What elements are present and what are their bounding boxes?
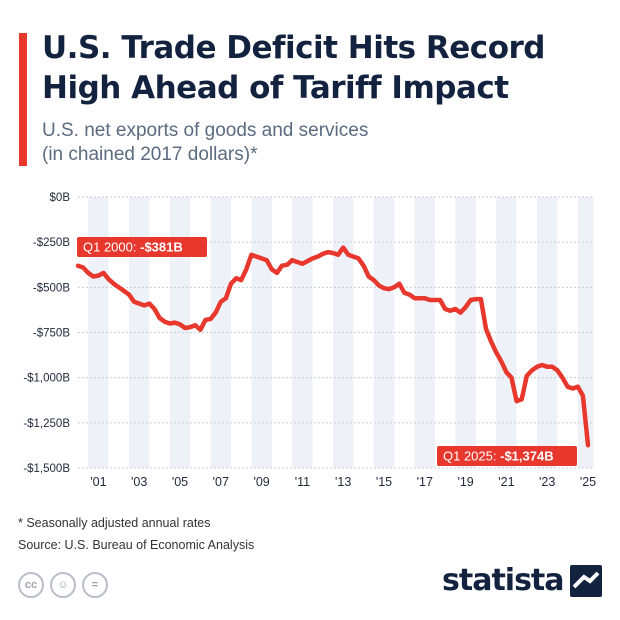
annotation-label: Q1 2000: -$381B — [83, 240, 183, 255]
footnote: * Seasonally adjusted annual rates — [18, 516, 211, 530]
y-tick-label: -$500B — [33, 282, 70, 294]
x-tick-label: '25 — [580, 475, 596, 489]
net-exports-line — [75, 245, 591, 448]
x-tick-label: '23 — [539, 475, 555, 489]
x-axis-labels: '01 '03 '05 '07 '09 '11 '13 '15 '17 '19 '21 '23 '25 — [90, 475, 596, 489]
x-tick-label: '09 — [253, 475, 269, 489]
annotation-box — [77, 237, 207, 257]
year-band — [455, 197, 476, 468]
title-accent-bar — [19, 33, 27, 166]
x-tick-label: '19 — [457, 475, 473, 489]
trade-deficit-line-chart: $0B -$250B -$500B -$750B -$1,000B -$1,250B -$1… — [23, 192, 596, 489]
y-tick-label: $0B — [50, 192, 71, 204]
annotation-box — [437, 446, 577, 466]
annotation-q1-2025: Q1 2025: -$1,374B — [437, 446, 577, 466]
subtitle-line-2: (in chained 2017 dollars)* — [42, 144, 258, 165]
y-tick-label: -$1,500B — [23, 463, 70, 475]
x-tick-label: '01 — [90, 475, 106, 489]
y-tick-label: -$1,250B — [23, 418, 70, 430]
chart-title: U.S. Trade Deficit Hits Record High Ahea… — [42, 30, 545, 106]
y-axis-labels: $0B -$250B -$500B -$750B -$1,000B -$1,250B -$1… — [23, 192, 70, 475]
x-tick-label: '15 — [376, 475, 392, 489]
cc-icon[interactable]: cc — [18, 572, 44, 598]
annotation-label: Q1 2025: -$1,374B — [443, 449, 554, 464]
chart-subtitle: U.S. net exports of goods and services (… — [42, 119, 582, 167]
statista-logo[interactable]: statista — [442, 563, 602, 598]
x-tick-label: '17 — [417, 475, 433, 489]
y-tick-label: -$750B — [33, 328, 70, 340]
y-tick-label: -$250B — [33, 237, 70, 249]
year-band — [210, 197, 231, 468]
x-tick-label: '07 — [213, 475, 229, 489]
x-tick-label: '05 — [172, 475, 188, 489]
year-band — [414, 197, 435, 468]
no-derivatives-icon[interactable]: = — [82, 572, 108, 598]
subtitle-line-1: U.S. net exports of goods and services — [42, 120, 369, 141]
source-note: Source: U.S. Bureau of Economic Analysis — [18, 538, 255, 552]
value-annotations: Q1 2000: -$381B Q1 2025: -$1,374B — [77, 237, 577, 466]
statista-mark-icon — [569, 564, 602, 597]
y-tick-label: -$1,000B — [23, 373, 70, 385]
logo-wordmark: statista — [442, 563, 565, 598]
x-tick-label: '11 — [295, 475, 310, 489]
license-icons: cc ☺ = — [18, 572, 108, 598]
annotation-q1-2000: Q1 2000: -$381B — [77, 237, 207, 257]
x-tick-label: '03 — [131, 475, 147, 489]
x-tick-label: '13 — [335, 475, 351, 489]
x-tick-label: '21 — [498, 475, 514, 489]
attribution-icon[interactable]: ☺ — [50, 572, 76, 598]
